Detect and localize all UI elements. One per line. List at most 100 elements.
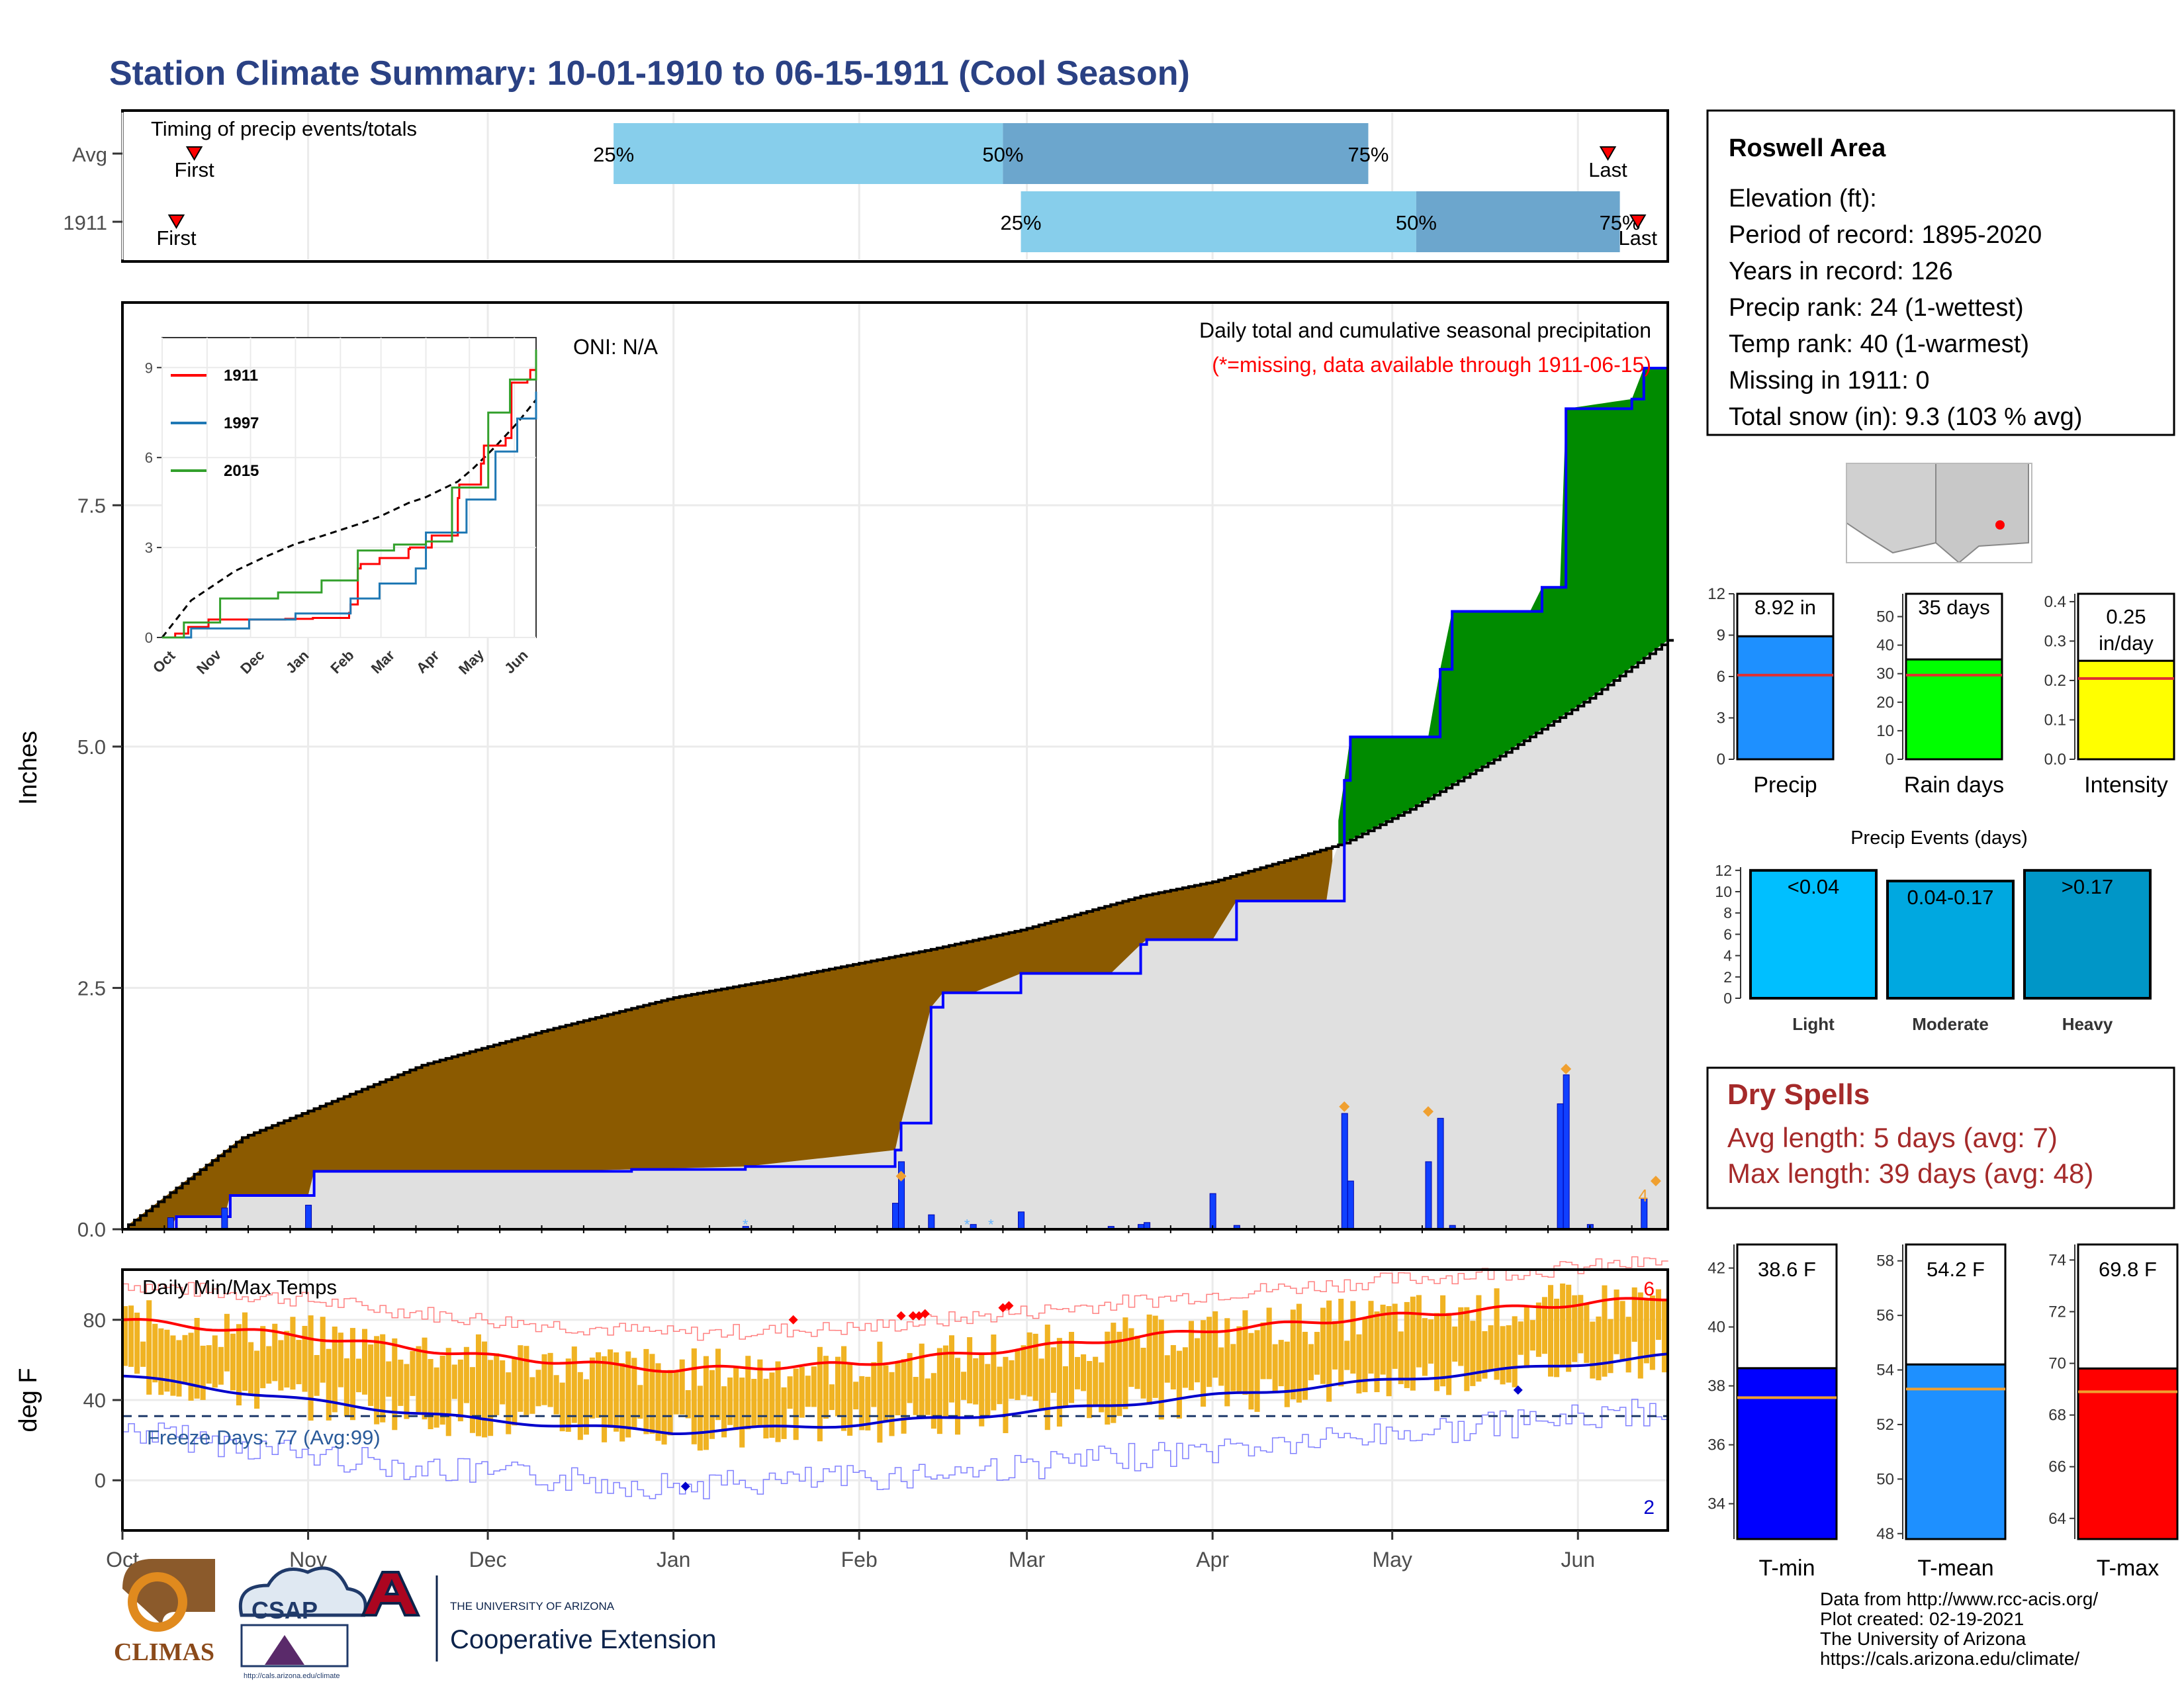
daily-temp-bar bbox=[1134, 1335, 1140, 1389]
precip-panel-subtitle: (*=missing, data available through 1911-… bbox=[1212, 353, 1651, 377]
daily-temp-bar bbox=[1362, 1317, 1368, 1393]
daily-temp-bar bbox=[134, 1312, 140, 1374]
daily-temp-bar bbox=[1350, 1301, 1356, 1374]
dry-spells-box: Dry Spells Avg length: 5 days (avg: 7) M… bbox=[1706, 1066, 2175, 1209]
daily-precip-bar bbox=[221, 1207, 228, 1230]
daily-temp-bar bbox=[619, 1363, 625, 1442]
inset-ytick-label: 0 bbox=[145, 630, 153, 646]
daily-precip-bar bbox=[1425, 1161, 1432, 1230]
dry-spells-max: Max length: 39 days (avg: 48) bbox=[1727, 1158, 2093, 1189]
timing-pct-label: 75% bbox=[1347, 143, 1388, 166]
precip-event-category: Moderate bbox=[1912, 1014, 1989, 1034]
daily-temp-bar bbox=[1302, 1331, 1308, 1400]
daily-temp-bar bbox=[1554, 1298, 1560, 1378]
precip-ytick-label: 7.5 bbox=[77, 494, 106, 517]
precip-event-marker bbox=[1422, 1106, 1433, 1117]
summary-bar-cap bbox=[2077, 592, 2175, 662]
first-event-marker bbox=[185, 146, 203, 161]
temp-summary-bar-label: T-mean bbox=[1917, 1556, 1993, 1581]
precip-panel: * * * 0.0 2.5 5.0 7.5 Daily total and cumulat… bbox=[15, 301, 1674, 1241]
inset-series-line-1911 bbox=[162, 369, 536, 639]
daily-temp-bar bbox=[985, 1364, 991, 1419]
daily-temp-bar bbox=[1308, 1344, 1314, 1381]
events-ytick-label: 8 bbox=[1723, 904, 1732, 921]
summary-ytick-label: 40 bbox=[1876, 637, 1894, 655]
daily-temp-bar bbox=[1093, 1356, 1099, 1406]
daily-temp-bar bbox=[1398, 1331, 1404, 1384]
daily-temp-bar bbox=[1105, 1331, 1111, 1425]
first-event-marker bbox=[167, 214, 185, 229]
credits: Data from http://www.rcc-acis.org/ Plot … bbox=[1820, 1589, 2098, 1669]
daily-temp-bar bbox=[1380, 1304, 1386, 1375]
precip-event-bar-moderate bbox=[1886, 879, 2015, 1000]
daily-temp-bar bbox=[349, 1328, 355, 1421]
temp-ytick-label: 80 bbox=[83, 1309, 106, 1332]
summary-bar-cap bbox=[1736, 592, 1835, 637]
snow-marker: * bbox=[743, 1217, 749, 1233]
daily-temp-bar bbox=[1392, 1303, 1398, 1369]
daily-temp-bar bbox=[769, 1372, 775, 1438]
daily-temp-bar bbox=[326, 1348, 332, 1421]
station-location-marker bbox=[1995, 520, 2005, 530]
daily-temp-bar bbox=[428, 1359, 433, 1430]
csap-url: http://cals.arizona.edu/climate bbox=[244, 1672, 340, 1680]
daily-temp-bar bbox=[661, 1371, 667, 1445]
summary-value-label: 35 days bbox=[1918, 596, 1990, 619]
snow-marker: * bbox=[964, 1217, 970, 1233]
temp-summary-ytick-label: 48 bbox=[1876, 1525, 1894, 1543]
locator-map bbox=[1843, 460, 2035, 566]
credit-line: Plot created: 02-19-2021 bbox=[1820, 1609, 2024, 1629]
daily-temp-bar bbox=[1056, 1338, 1062, 1427]
summary-bar-cap bbox=[1905, 592, 2003, 661]
last-event-marker bbox=[1629, 214, 1647, 229]
daily-temp-bar bbox=[512, 1357, 518, 1426]
daily-temp-bar bbox=[1152, 1315, 1158, 1398]
daily-temp-bar bbox=[1332, 1321, 1338, 1370]
record-high-line bbox=[122, 1256, 1668, 1341]
daily-temp-bar bbox=[781, 1387, 787, 1439]
precip-event-bar-label: 0.04-0.17 bbox=[1907, 886, 1994, 909]
record-high-marker bbox=[920, 1309, 930, 1319]
daily-temp-bar bbox=[721, 1386, 727, 1438]
precip-ylabel: Inches bbox=[15, 731, 42, 805]
inset-ytick-label: 6 bbox=[145, 449, 153, 466]
daily-temp-bar bbox=[1176, 1350, 1182, 1419]
daily-temp-bar bbox=[948, 1335, 955, 1403]
daily-temp-bar bbox=[991, 1334, 997, 1411]
daily-temp-bar bbox=[206, 1345, 212, 1384]
daily-temp-bar bbox=[236, 1324, 242, 1406]
daily-temp-bar bbox=[506, 1372, 512, 1434]
daily-temp-bar bbox=[302, 1325, 308, 1392]
precip-event-marker bbox=[1339, 1101, 1350, 1112]
daily-temp-bar bbox=[1224, 1318, 1230, 1407]
daily-temp-bar bbox=[733, 1366, 739, 1430]
map-border bbox=[1846, 463, 2032, 563]
record-high-count: 6 bbox=[1643, 1278, 1655, 1300]
daily-temp-bar bbox=[488, 1360, 494, 1436]
daily-temp-bar bbox=[1075, 1356, 1081, 1389]
temp-summary-value-label: 38.6 F bbox=[1758, 1258, 1816, 1281]
daily-temp-bar bbox=[1547, 1285, 1554, 1377]
precip-panel-title: Daily total and cumulative seasonal prec… bbox=[1199, 318, 1651, 342]
inset-legend-label: 2015 bbox=[224, 462, 259, 480]
climas-logo: CLIMAS bbox=[114, 1559, 215, 1666]
month-label: Jun bbox=[1561, 1548, 1595, 1571]
daily-temp-bar bbox=[709, 1370, 715, 1439]
events-ytick-label: 2 bbox=[1723, 968, 1732, 986]
daily-temp-bar bbox=[565, 1358, 571, 1432]
dry-spells-title: Dry Spells bbox=[1727, 1078, 1870, 1111]
daily-temp-bar bbox=[1182, 1347, 1188, 1388]
temp-summary-ytick-label: 54 bbox=[1876, 1362, 1894, 1380]
summary-ytick-label: 12 bbox=[1707, 585, 1725, 603]
ua-block-a bbox=[360, 1571, 421, 1617]
station-info-frame bbox=[1706, 109, 2175, 436]
summary-value-label: 8.92 in bbox=[1754, 596, 1816, 619]
timing-title: Timing of precip events/totals bbox=[151, 117, 417, 140]
station-info-line: Precip rank: 24 (1-wettest) bbox=[1729, 294, 2024, 322]
daily-temp-bar bbox=[1188, 1321, 1195, 1391]
daily-temp-bar bbox=[1572, 1295, 1578, 1362]
daily-temp-bar bbox=[1356, 1334, 1362, 1394]
daily-temp-bar bbox=[1614, 1289, 1619, 1354]
daily-temp-bar bbox=[919, 1343, 925, 1416]
